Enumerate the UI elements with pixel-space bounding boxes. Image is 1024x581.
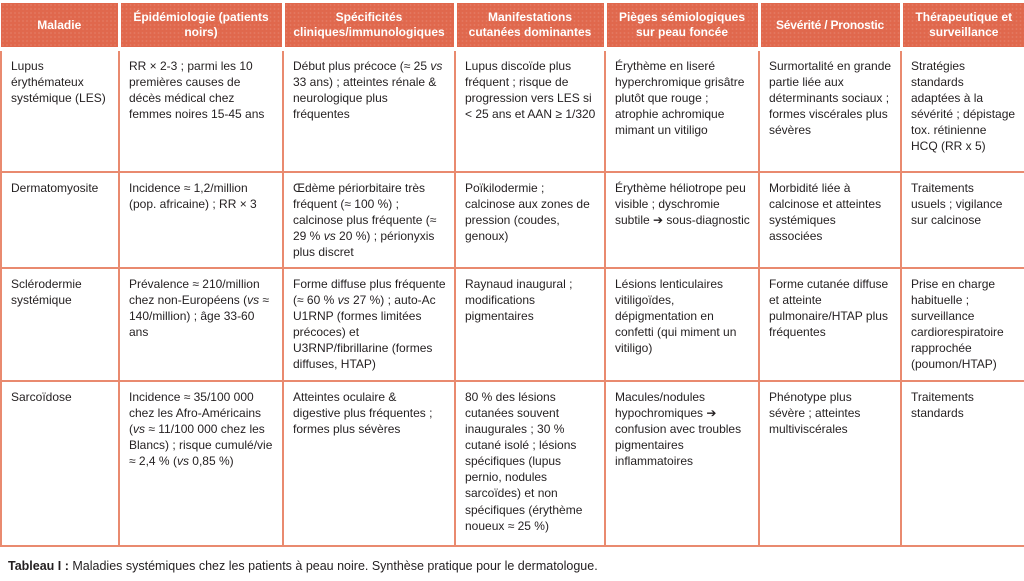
caption-label: Tableau I : xyxy=(8,559,69,573)
caption-text: Maladies systémiques chez les patients à… xyxy=(72,559,598,573)
disease-name-cell: Lupus érythémateux systémique (LES) xyxy=(0,48,120,173)
table-cell: Prise en charge habituelle ; surveillanc… xyxy=(900,267,1024,382)
table-cell: Traitements usuels ; vigilance sur calci… xyxy=(900,171,1024,269)
table-row: Lupus érythémateux systémique (LES) RR × … xyxy=(0,48,1024,173)
table-cell: Lupus discoïde plus fréquent ; risque de… xyxy=(454,48,606,173)
table-caption: Tableau I : Maladies systémiques chez le… xyxy=(8,558,1024,574)
column-header-7: Thérapeutique et surveillance xyxy=(899,3,1024,51)
table-cell: Stratégies standards adaptées à la sévér… xyxy=(900,48,1024,173)
column-header-6: Sévérité / Pronostic xyxy=(757,3,901,51)
table-cell: Surmortalité en grande partie liée aux d… xyxy=(758,48,902,173)
table-cell: Œdème périorbitaire très fréquent (≈ 100… xyxy=(282,171,456,269)
disease-name-cell: Sclérodermie systémique xyxy=(0,267,120,382)
table-cell: Érythème héliotrope peu visible ; dyschr… xyxy=(604,171,760,269)
table-cell: Incidence ≈ 35/100 000 chez les Afro-Amé… xyxy=(118,380,284,547)
table-body: Lupus érythémateux systémique (LES) RR × … xyxy=(0,48,1024,547)
column-header-5: Pièges sémiologiques sur peau foncée xyxy=(603,3,759,51)
table-row: Sarcoïdose Incidence ≈ 35/100 000 chez le… xyxy=(0,380,1024,547)
table-cell: Incidence ≈ 1,2/million (pop. africaine)… xyxy=(118,171,284,269)
table-cell: Phénotype plus sévère ; atteintes multiv… xyxy=(758,380,902,547)
table-cell: Traitements standards xyxy=(900,380,1024,547)
disease-name-cell: Sarcoïdose xyxy=(0,380,120,547)
table-cell: Poïkilodermie ; calcinose aux zones de p… xyxy=(454,171,606,269)
table-cell: Forme cutanée diffuse et atteinte pulmon… xyxy=(758,267,902,382)
systemic-diseases-table: Maladie Épidémiologie (patients noirs) Spé… xyxy=(0,3,1024,547)
table-cell: 80 % des lésions cutanées souvent inaugu… xyxy=(454,380,606,547)
table-cell: Macules/nodules hypochromiques ➔ confusi… xyxy=(604,380,760,547)
table-cell: Morbidité liée à calcinose et atteintes … xyxy=(758,171,902,269)
table-cell: Érythème en liseré hyperchromique grisât… xyxy=(604,48,760,173)
table-cell: Atteintes oculaire & digestive plus fréq… xyxy=(282,380,456,547)
column-header-2: Épidémiologie (patients noirs) xyxy=(117,3,283,51)
column-header-3: Spécificités cliniques/immunologiques xyxy=(281,3,455,51)
column-header-1: Maladie xyxy=(1,3,119,51)
table-cell: Raynaud inaugural ; modifications pigmen… xyxy=(454,267,606,382)
table-cell: Forme diffuse plus fréquente (≈ 60 % vs … xyxy=(282,267,456,382)
header-row: Maladie Épidémiologie (patients noirs) Spé… xyxy=(1,3,1024,51)
disease-name-cell: Dermatomyosite xyxy=(0,171,120,269)
table-cell: Lésions lenticulaires vitiligoïdes, dépi… xyxy=(604,267,760,382)
table-head: Maladie Épidémiologie (patients noirs) Spé… xyxy=(1,3,1024,51)
table-row: Dermatomyosite Incidence ≈ 1,2/million (p… xyxy=(0,171,1024,269)
table-cell: Prévalence ≈ 210/million chez non-Europé… xyxy=(118,267,284,382)
table-cell: RR × 2-3 ; parmi les 10 premières causes… xyxy=(118,48,284,173)
table-row: Sclérodermie systémique Prévalence ≈ 210/… xyxy=(0,267,1024,382)
table-cell: Début plus précoce (≈ 25 vs 33 ans) ; at… xyxy=(282,48,456,173)
column-header-4: Manifestations cutanées dominantes xyxy=(453,3,605,51)
